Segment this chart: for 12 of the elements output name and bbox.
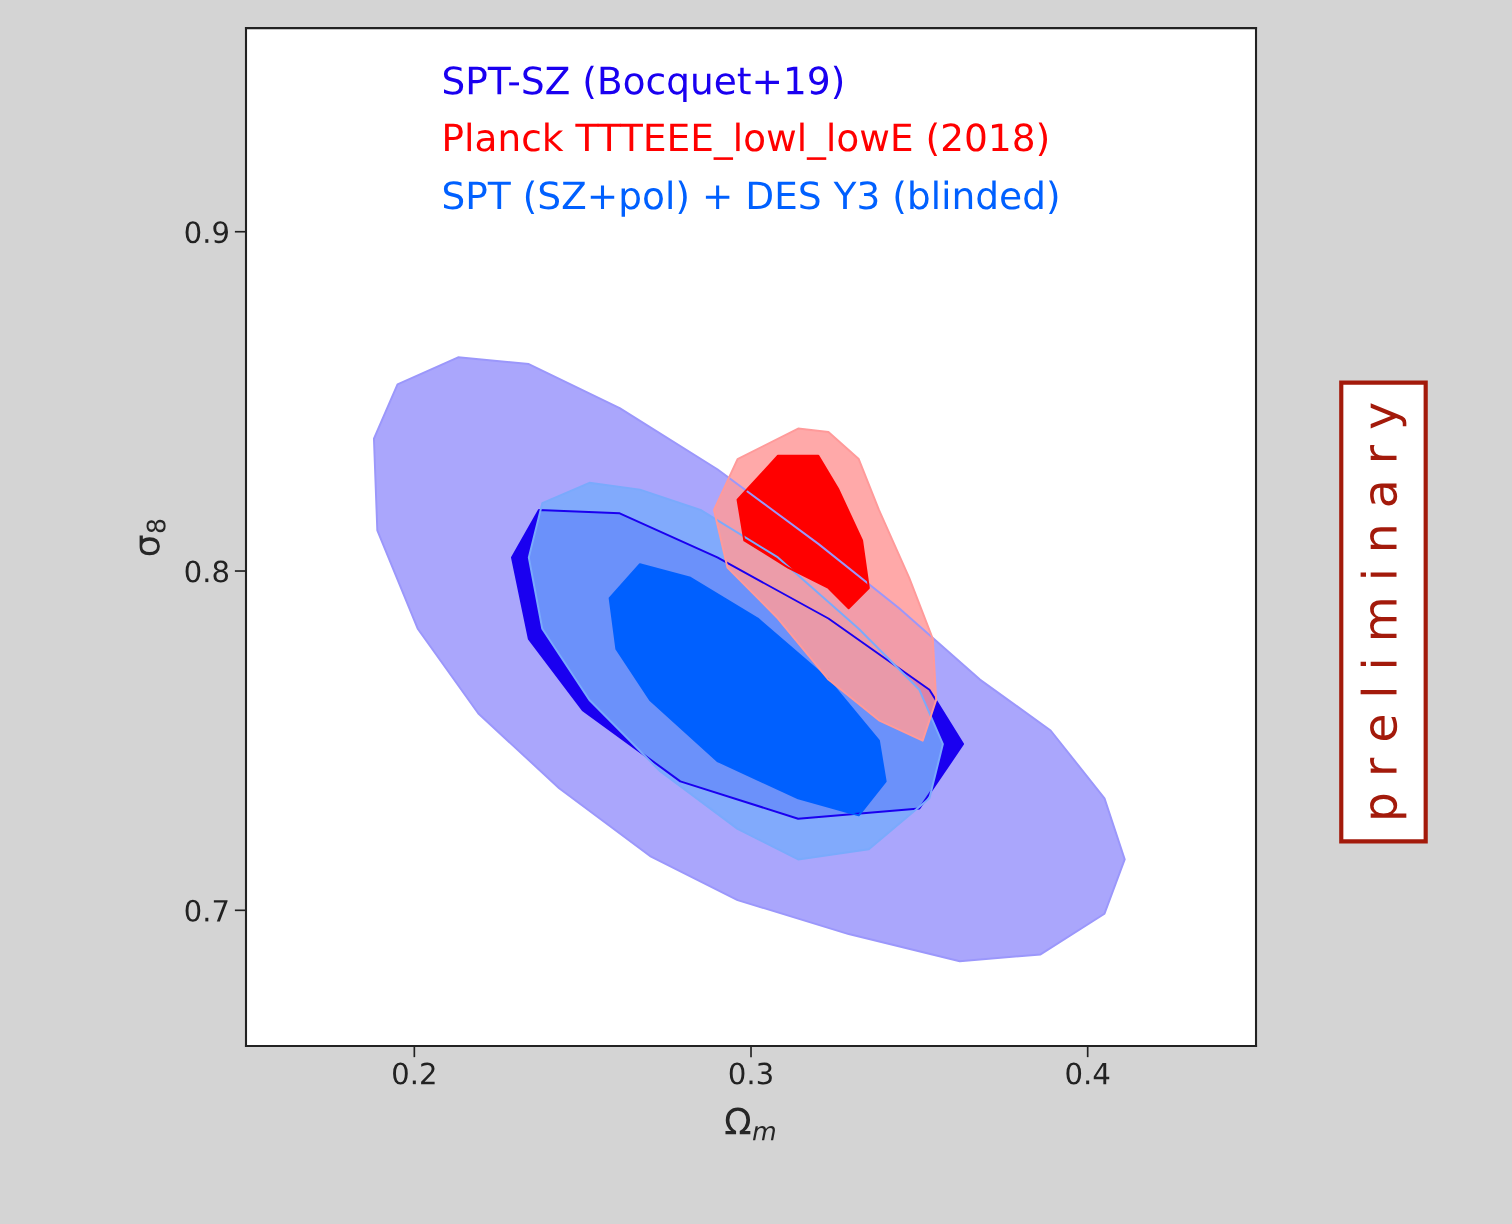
x-axis-title: Ω$_{m}$ [725,1107,775,1141]
text: SPT (SZ+pol) + DES Y3 (blinded) [443,180,1058,217]
text: Planck TTTEEE_lowl_lowE (2018) [445,122,1048,160]
text: p r e l i m i n a r y [1360,403,1407,818]
text: SPT-SZ (Bocquet+19) [443,65,843,102]
x-tick-label: 0.3 [729,1062,772,1085]
x-tick-label: 0.4 [1066,1062,1110,1085]
y-tick-label: 0.7 [185,899,228,922]
y-tick-label: 0.8 [185,560,229,583]
y-axis-title: σ$_{8}$ [139,519,166,556]
x-tick-label: 0.2 [393,1062,435,1085]
y-tick-label: 0.9 [185,221,228,244]
